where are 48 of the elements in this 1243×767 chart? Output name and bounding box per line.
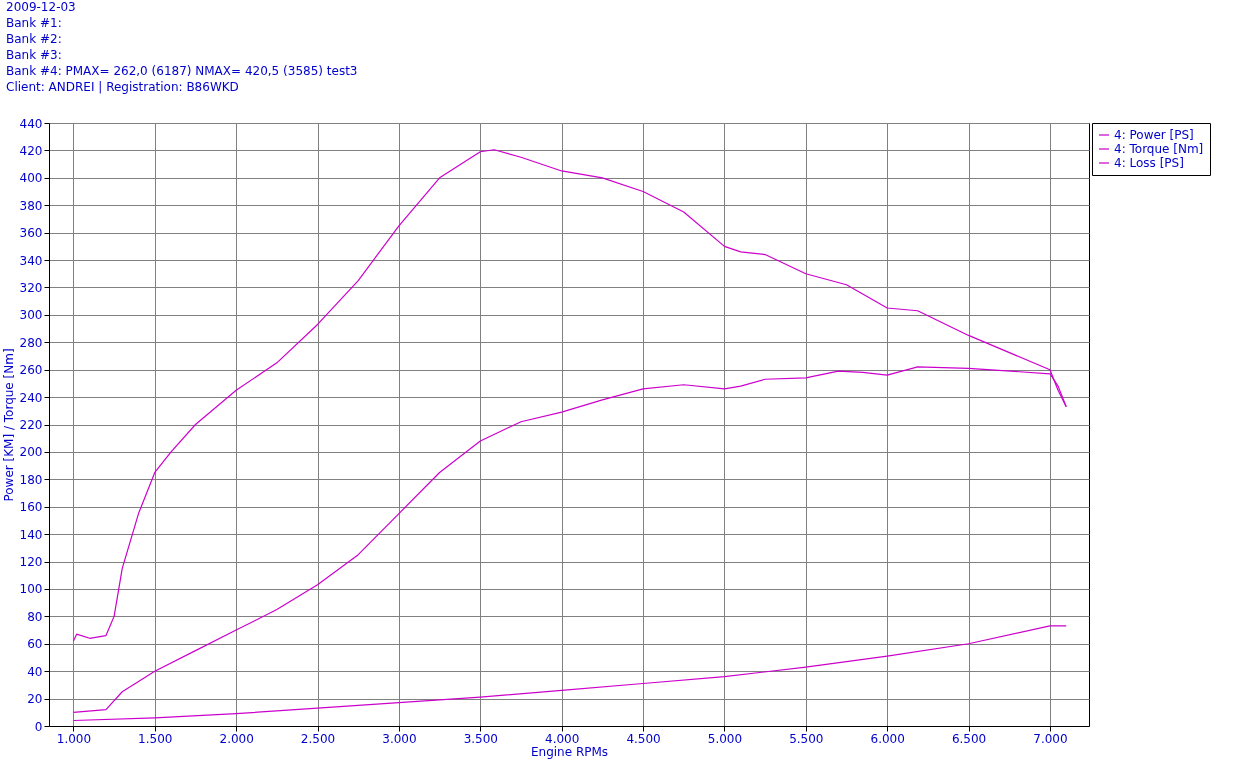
x-tick-label: 5.000 <box>707 731 743 746</box>
text: Bank #3: <box>6 48 62 62</box>
x-tick-label: 2.500 <box>300 731 336 746</box>
y-tick-label: 200 <box>19 445 43 460</box>
text: Bank #4: PMAX= 262,0 (6187) NMAX= 420,5 (3585) test3 <box>6 64 358 78</box>
y-tick-label: 240 <box>19 390 43 405</box>
y-tick-label: 0 <box>34 719 43 734</box>
y-tick-label: 160 <box>19 500 43 515</box>
y-tick-label: 140 <box>19 527 43 542</box>
x-tick-label: 4.000 <box>545 731 580 746</box>
x-tick-label: 3.500 <box>463 731 498 746</box>
legend-label: 4: Power [PS] <box>1114 128 1194 142</box>
y-tick-label: 80 <box>27 609 43 624</box>
legend-label: 4: Torque [Nm] <box>1114 142 1204 156</box>
y-tick-label: 220 <box>19 418 43 432</box>
y-tick-label: 440 <box>19 116 43 131</box>
x-tick-label: 5.500 <box>789 731 824 746</box>
y-tick-label: 180 <box>19 472 43 487</box>
text: Bank #1: <box>6 16 62 30</box>
y-tick-label: 400 <box>19 171 43 186</box>
x-tick-label: 6.000 <box>870 731 905 746</box>
y-tick-label: 60 <box>27 637 43 652</box>
y-tick-label: 320 <box>19 280 43 295</box>
y-tick-label: 100 <box>19 582 43 597</box>
x-tick-label: 6.500 <box>951 731 987 746</box>
y-axis-title: Power [KM] / Torque [Nm] <box>1 348 16 502</box>
x-tick-label: 1.000 <box>56 731 92 746</box>
x-tick-label: 7.000 <box>1033 731 1068 746</box>
y-tick-label: 120 <box>19 555 43 570</box>
y-tick-label: 420 <box>19 143 43 158</box>
y-tick-label: 340 <box>19 253 43 268</box>
y-tick-label: 300 <box>19 308 43 323</box>
legend-label: 4: Loss [PS] <box>1114 156 1184 170</box>
y-tick-label: 380 <box>19 198 43 213</box>
y-tick-label: 260 <box>19 363 43 378</box>
x-tick-label: 3.000 <box>382 731 417 746</box>
x-tick-label: 4.500 <box>626 731 661 746</box>
text: Client: ANDREI | Registration: B86WKD <box>6 80 239 94</box>
x-axis-title: Engine RPMs <box>530 744 609 759</box>
text: Bank #2: <box>6 32 62 46</box>
y-tick-label: 360 <box>19 226 43 241</box>
x-tick-label: 2.000 <box>219 731 254 746</box>
line-series <box>72 625 1067 722</box>
text: 2009-12-03 <box>6 0 76 14</box>
y-tick-label: 40 <box>27 664 43 679</box>
x-tick-label: 1.500 <box>138 731 173 746</box>
y-tick-label: 280 <box>19 335 43 350</box>
y-tick-label: 20 <box>27 692 43 707</box>
